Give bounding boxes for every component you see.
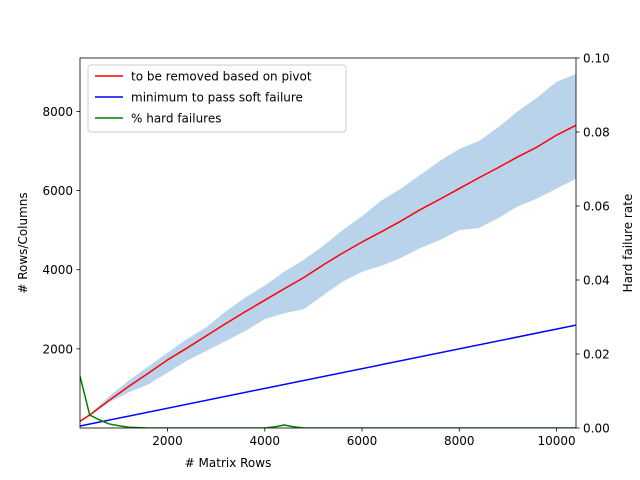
x-tick-label: 10000: [537, 434, 575, 448]
y2-tick-label: 0.04: [583, 274, 610, 288]
y2-tick-label: 0.02: [583, 348, 610, 362]
y2-tick-label: 0.00: [583, 422, 610, 436]
legend-label: minimum to pass soft failure: [131, 91, 303, 105]
y-tick-label: 8000: [42, 105, 73, 119]
y-tick-label: 2000: [42, 342, 73, 356]
x-tick-label: 4000: [250, 434, 281, 448]
y2-axis-label: Hard failure rate: [621, 194, 635, 293]
y2-tick-label: 0.10: [583, 52, 610, 66]
confidence-band: [80, 73, 576, 422]
x-tick-label: 2000: [152, 434, 183, 448]
legend-label: to be removed based on pivot: [131, 70, 312, 84]
legend-label: % hard failures: [131, 112, 222, 126]
y-tick-label: 6000: [42, 184, 73, 198]
x-tick-label: 6000: [347, 434, 378, 448]
y-tick-label: 4000: [42, 263, 73, 277]
axes: 2000 4000 6000 8000 10000 2000 4000 6000 8000 0.0…: [42, 52, 609, 449]
y-axis-label: # Rows/Columns: [16, 192, 30, 293]
x-axis-label: # Matrix Rows: [185, 456, 272, 470]
y2-tick-label: 0.06: [583, 200, 610, 214]
series-line-3: [80, 376, 576, 428]
legend-box: [87, 64, 347, 133]
series-line-1: [80, 124, 576, 422]
plot-frame: [79, 57, 577, 429]
legend: to be removed based on pivot minimum to p…: [87, 64, 347, 133]
x-tick-label: 8000: [444, 434, 475, 448]
plot-area: [80, 73, 576, 428]
series-line-2: [80, 324, 576, 427]
y2-tick-label: 0.08: [583, 126, 610, 140]
